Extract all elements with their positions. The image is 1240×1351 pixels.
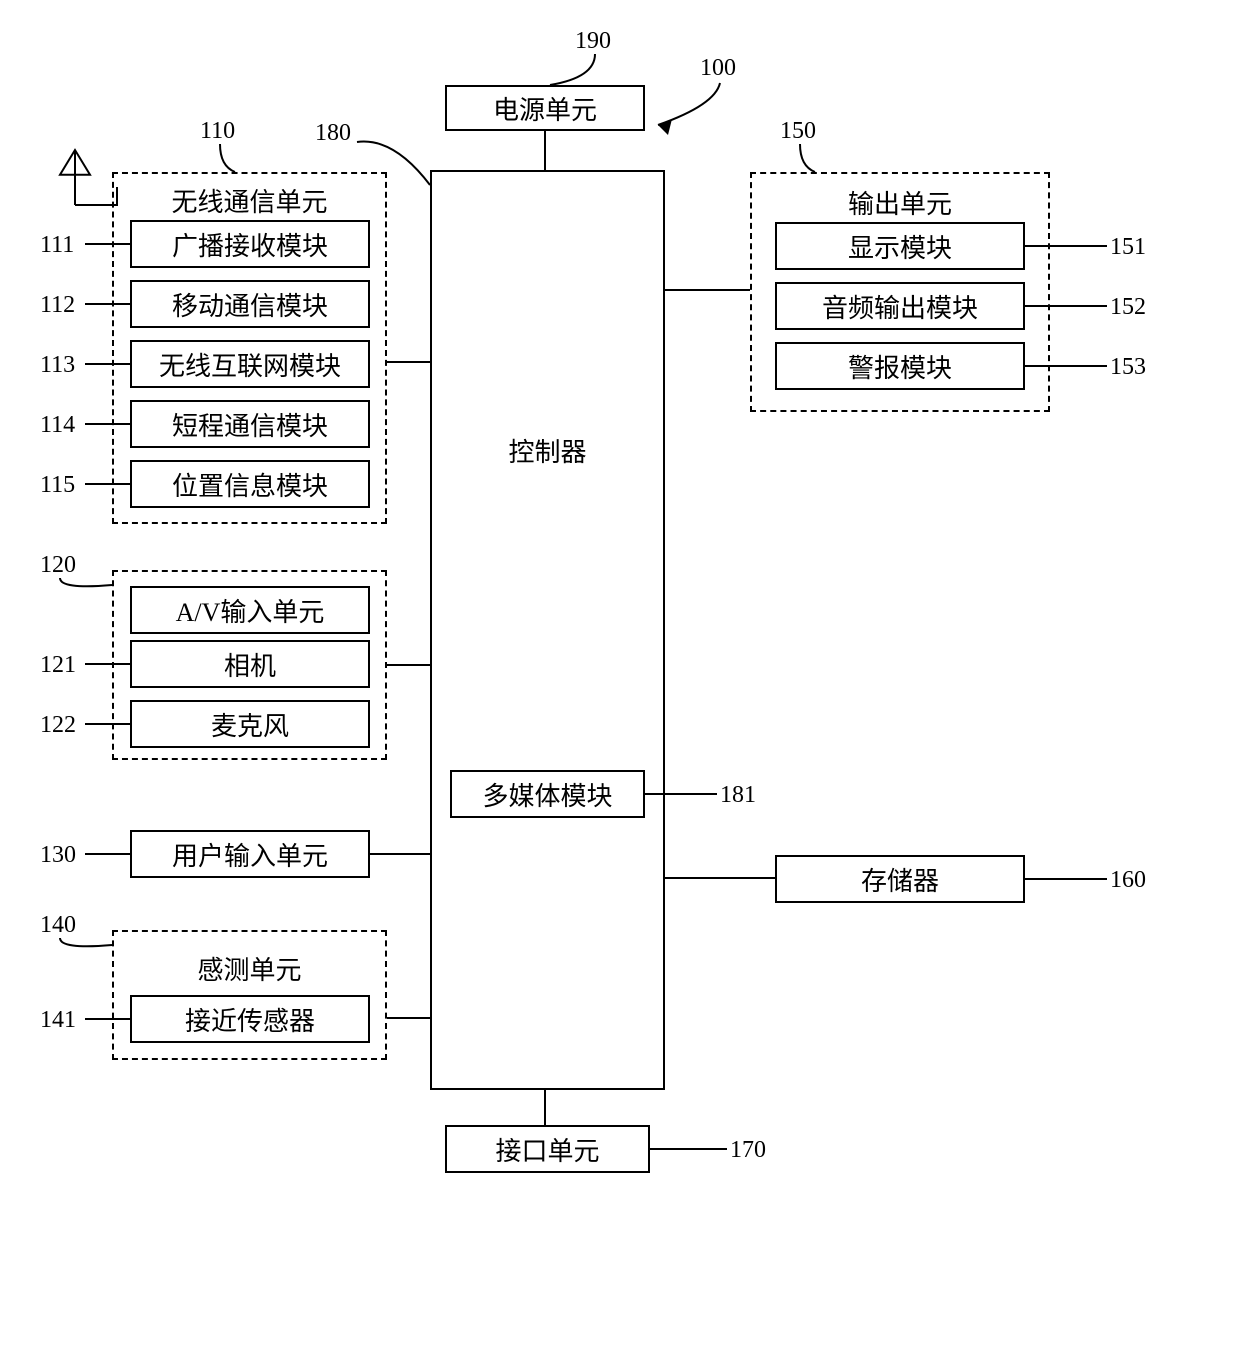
memory-box: 存储器	[775, 855, 1025, 903]
ref-190: 190	[575, 28, 611, 55]
connector	[665, 877, 775, 879]
connector	[665, 289, 750, 291]
ref-170: 170	[730, 1137, 766, 1164]
connector	[370, 853, 430, 855]
microphone-box: 麦克风	[130, 700, 370, 748]
ref-121: 121	[40, 652, 76, 679]
diagram-canvas: 控制器 电源单元多媒体模块接口单元 无线通信单元广播接收模块移动通信模块无线互联网模…	[0, 0, 1240, 1351]
ref-111: 111	[40, 232, 74, 259]
connector	[544, 1090, 546, 1125]
ref-152: 152	[1110, 294, 1146, 321]
multimedia-module-box: 多媒体模块	[450, 770, 645, 818]
audio-output-module-box: 音频输出模块	[775, 282, 1025, 330]
short-range-comm-module-box: 短程通信模块	[130, 400, 370, 448]
ref-141: 141	[40, 1007, 76, 1034]
output-unit-group-title: 输出单元	[752, 184, 1048, 221]
interface-unit-box: 接口单元	[445, 1125, 650, 1173]
location-info-module-box: 位置信息模块	[130, 460, 370, 508]
wireless-comm-unit-group-title: 无线通信单元	[114, 182, 385, 219]
ref-153: 153	[1110, 354, 1146, 381]
alarm-module-box: 警报模块	[775, 342, 1025, 390]
sensing-unit-group-title: 感测单元	[114, 950, 385, 987]
ref-115: 115	[40, 472, 75, 499]
connector	[387, 361, 430, 363]
connector	[544, 131, 546, 170]
ref-120: 120	[40, 552, 76, 579]
ref-130: 130	[40, 842, 76, 869]
ref-140: 140	[40, 912, 76, 939]
ref-112: 112	[40, 292, 75, 319]
ref-181: 181	[720, 782, 756, 809]
ref-151: 151	[1110, 234, 1146, 261]
ref-110: 110	[200, 118, 235, 145]
ref-150: 150	[780, 118, 816, 145]
ref-122: 122	[40, 712, 76, 739]
user-input-unit-box: 用户输入单元	[130, 830, 370, 878]
broadcast-receive-module-box: 广播接收模块	[130, 220, 370, 268]
ref-113: 113	[40, 352, 75, 379]
controller-box: 控制器	[430, 170, 665, 1090]
power-unit-box: 电源单元	[445, 85, 645, 131]
connector	[387, 664, 430, 666]
controller-label: 控制器	[432, 432, 663, 469]
ref-180: 180	[315, 120, 351, 147]
connector	[387, 1017, 430, 1019]
mobile-comm-module-box: 移动通信模块	[130, 280, 370, 328]
ref-114: 114	[40, 412, 75, 439]
wireless-internet-module-box: 无线互联网模块	[130, 340, 370, 388]
ref-100: 100	[700, 55, 736, 82]
ref-160: 160	[1110, 867, 1146, 894]
camera-box: 相机	[130, 640, 370, 688]
proximity-sensor-box: 接近传感器	[130, 995, 370, 1043]
av-input-unit-box: A/V输入单元	[130, 586, 370, 634]
display-module-box: 显示模块	[775, 222, 1025, 270]
